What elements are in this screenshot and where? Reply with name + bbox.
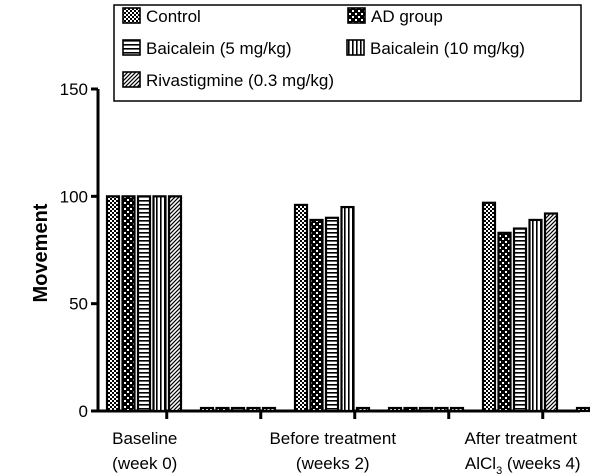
- bars: [105, 195, 590, 413]
- y-tick-label: 100: [60, 187, 88, 206]
- bar-vlines: [340, 205, 355, 413]
- bar-vlines: [434, 406, 449, 413]
- bar-hlines: [230, 406, 246, 413]
- x-category-label-line2: (week 0): [112, 454, 177, 473]
- bar-hlines: [418, 406, 434, 413]
- legend-swatch-hlines: [122, 39, 141, 56]
- legend: Control AD group Baicalein (5 mg/kg) Baical…: [113, 4, 582, 102]
- x-category-label-line1: After treatment: [465, 429, 578, 448]
- x-category-label-part: AlCl: [465, 454, 496, 473]
- y-tick-label: 150: [60, 80, 88, 99]
- legend-label: Baicalein (10 mg/kg): [370, 39, 525, 58]
- x-category-label-line1: Before treatment: [269, 429, 396, 448]
- bar-diag: [261, 406, 277, 413]
- legend-label: AD group: [371, 7, 443, 26]
- bar-bigchecker: [403, 406, 418, 413]
- legend-label: Rivastigmine (0.3 mg/kg): [146, 71, 334, 90]
- bar-diag: [355, 406, 371, 413]
- bar-hlines: [136, 195, 152, 413]
- bar-bigchecker: [121, 195, 136, 413]
- bar-diag: [449, 406, 465, 413]
- bar-checker: [105, 195, 121, 413]
- y-axis-title: Movement: [30, 203, 52, 302]
- bar-checker: [293, 203, 309, 413]
- legend-swatch-diag: [122, 71, 141, 88]
- bar-bigchecker: [215, 406, 230, 413]
- bar-hlines: [324, 216, 340, 413]
- y-tick-label: 50: [69, 295, 88, 314]
- x-category-label-line1: Baseline: [112, 429, 177, 448]
- legend-swatch-vlines: [346, 39, 365, 56]
- bar-checker: [199, 406, 215, 413]
- bar-checker: [481, 201, 497, 413]
- bar-vlines: [246, 406, 261, 413]
- x-axis: [96, 409, 580, 419]
- bar-hlines: [512, 227, 528, 413]
- bar-bigchecker: [309, 218, 324, 413]
- bar-diag: [167, 195, 183, 413]
- bar-vlines: [152, 195, 167, 413]
- category-labels: Baseline (week 0) Before treatment (weeks 2…: [112, 429, 580, 474]
- x-category-label-line2: (weeks 2): [296, 454, 370, 473]
- bar-vlines: [528, 218, 543, 413]
- x-category-label-subscript: 3: [496, 465, 502, 474]
- bar-diag: [543, 212, 559, 413]
- y-tick-label: 0: [79, 402, 88, 421]
- legend-swatch-checker: [122, 7, 141, 24]
- bar-checker: [387, 406, 403, 413]
- legend-swatch-bigchecker: [347, 7, 366, 24]
- legend-label: Control: [146, 7, 201, 26]
- x-category-label-part: (weeks 4): [502, 454, 580, 473]
- bar-checker: [575, 406, 590, 413]
- y-axis: 0 50 100 150: [60, 80, 100, 421]
- bar-bigchecker: [497, 231, 512, 413]
- x-category-label-line2: AlCl3 (weeks 4): [465, 454, 581, 474]
- legend-label: Baicalein (5 mg/kg): [146, 39, 292, 58]
